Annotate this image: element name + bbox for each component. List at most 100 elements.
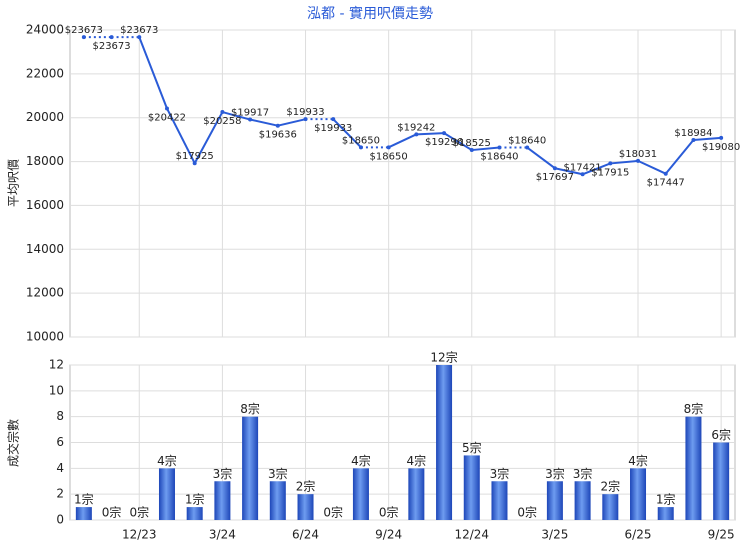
y-tick-label: 12000 <box>26 286 64 300</box>
line-point <box>691 137 696 142</box>
data-label: 4宗 <box>628 453 648 468</box>
bar <box>297 494 314 520</box>
data-label: $19080 <box>702 142 740 153</box>
line-point <box>358 145 363 150</box>
data-label: 4宗 <box>157 453 177 468</box>
line-point <box>525 145 530 150</box>
data-label: $18525 <box>453 138 491 149</box>
data-label: $17925 <box>176 151 214 162</box>
y-tick-label: 24000 <box>26 23 64 37</box>
bar <box>436 365 453 520</box>
data-label: $23673 <box>120 25 158 36</box>
line-point <box>275 123 280 128</box>
line-point <box>248 117 253 122</box>
data-label: 3宗 <box>573 466 593 481</box>
line-segment <box>693 136 722 141</box>
line-point <box>303 117 308 122</box>
line-point <box>580 172 585 177</box>
x-tick-label: 12/23 <box>122 528 157 542</box>
data-label: 0宗 <box>517 505 537 520</box>
data-label: 1宗 <box>185 492 205 507</box>
line-point <box>497 145 502 150</box>
line-point <box>81 35 86 40</box>
line-segment <box>249 118 279 127</box>
data-label: $18031 <box>619 149 657 160</box>
line-segment <box>664 139 695 175</box>
line-segment <box>637 159 667 175</box>
line-point <box>469 148 474 153</box>
data-label: 8宗 <box>240 401 260 416</box>
bar <box>685 416 702 520</box>
x-tick-label: 6/25 <box>625 528 652 542</box>
data-label: $18650 <box>342 135 380 146</box>
bar <box>491 481 508 520</box>
y-tick-label: 14000 <box>26 242 64 256</box>
line-segment <box>526 146 556 170</box>
data-label: 3宗 <box>545 466 565 481</box>
bar <box>463 455 480 520</box>
data-label: $17447 <box>647 178 685 189</box>
chart-title: 泓都 - 實用呎價走勢 <box>307 5 433 22</box>
line-segment <box>416 132 445 136</box>
y-tick-label: 10000 <box>26 330 64 344</box>
data-label: 5宗 <box>462 440 482 455</box>
data-label: 0宗 <box>129 505 149 520</box>
data-label: $19242 <box>397 122 435 133</box>
y-tick-label: 6 <box>56 435 64 449</box>
line-point <box>663 171 668 176</box>
data-label: 3宗 <box>268 466 288 481</box>
line-segment <box>222 111 251 121</box>
line-point <box>192 161 197 166</box>
y-axis-label: 平均呎價 <box>7 159 21 207</box>
data-label: 0宗 <box>379 505 399 520</box>
y-tick-label: 12 <box>49 358 64 372</box>
data-label: $17421 <box>564 162 602 173</box>
line-segment <box>138 36 168 109</box>
line-point <box>552 166 557 171</box>
plot-area <box>69 29 736 338</box>
bar <box>158 468 175 520</box>
line-segment <box>443 132 473 151</box>
data-label: $17915 <box>591 167 629 178</box>
y-tick-label: 20000 <box>26 110 64 124</box>
y-tick-label: 0 <box>56 513 64 527</box>
line-segment <box>166 108 196 164</box>
line-point <box>636 158 641 163</box>
line-segment <box>471 146 500 152</box>
bar <box>75 507 92 520</box>
x-tick-label: 12/24 <box>454 528 489 542</box>
data-label: $18650 <box>370 151 408 162</box>
data-label: $17697 <box>536 172 574 183</box>
line-segment <box>388 133 417 149</box>
data-label: $20258 <box>203 116 241 127</box>
data-label: $18640 <box>508 136 546 147</box>
data-label: $19636 <box>259 130 297 141</box>
x-tick-label: 9/24 <box>375 528 402 542</box>
line-point <box>331 117 336 122</box>
line-point <box>414 132 419 137</box>
data-label: 2宗 <box>600 479 620 494</box>
data-label: $19933 <box>286 107 324 118</box>
bar <box>214 481 231 520</box>
line-segment <box>193 111 224 164</box>
bar <box>546 481 563 520</box>
bar <box>269 481 286 520</box>
line-segment <box>332 118 362 149</box>
y-tick-label: 22000 <box>26 66 64 80</box>
data-label: 1宗 <box>74 492 94 507</box>
bar <box>713 442 730 520</box>
line-segment <box>582 162 611 176</box>
line-point <box>719 135 724 140</box>
data-label: $23673 <box>92 41 130 52</box>
bar <box>657 507 674 520</box>
y-tick-label: 4 <box>56 461 64 475</box>
bar <box>602 494 619 520</box>
line-point <box>109 35 114 40</box>
bar <box>574 481 591 520</box>
y-tick-label: 16000 <box>26 198 64 212</box>
line-point <box>164 106 169 111</box>
line-point <box>608 161 613 166</box>
x-tick-label: 6/24 <box>292 528 319 542</box>
bar <box>352 468 369 520</box>
